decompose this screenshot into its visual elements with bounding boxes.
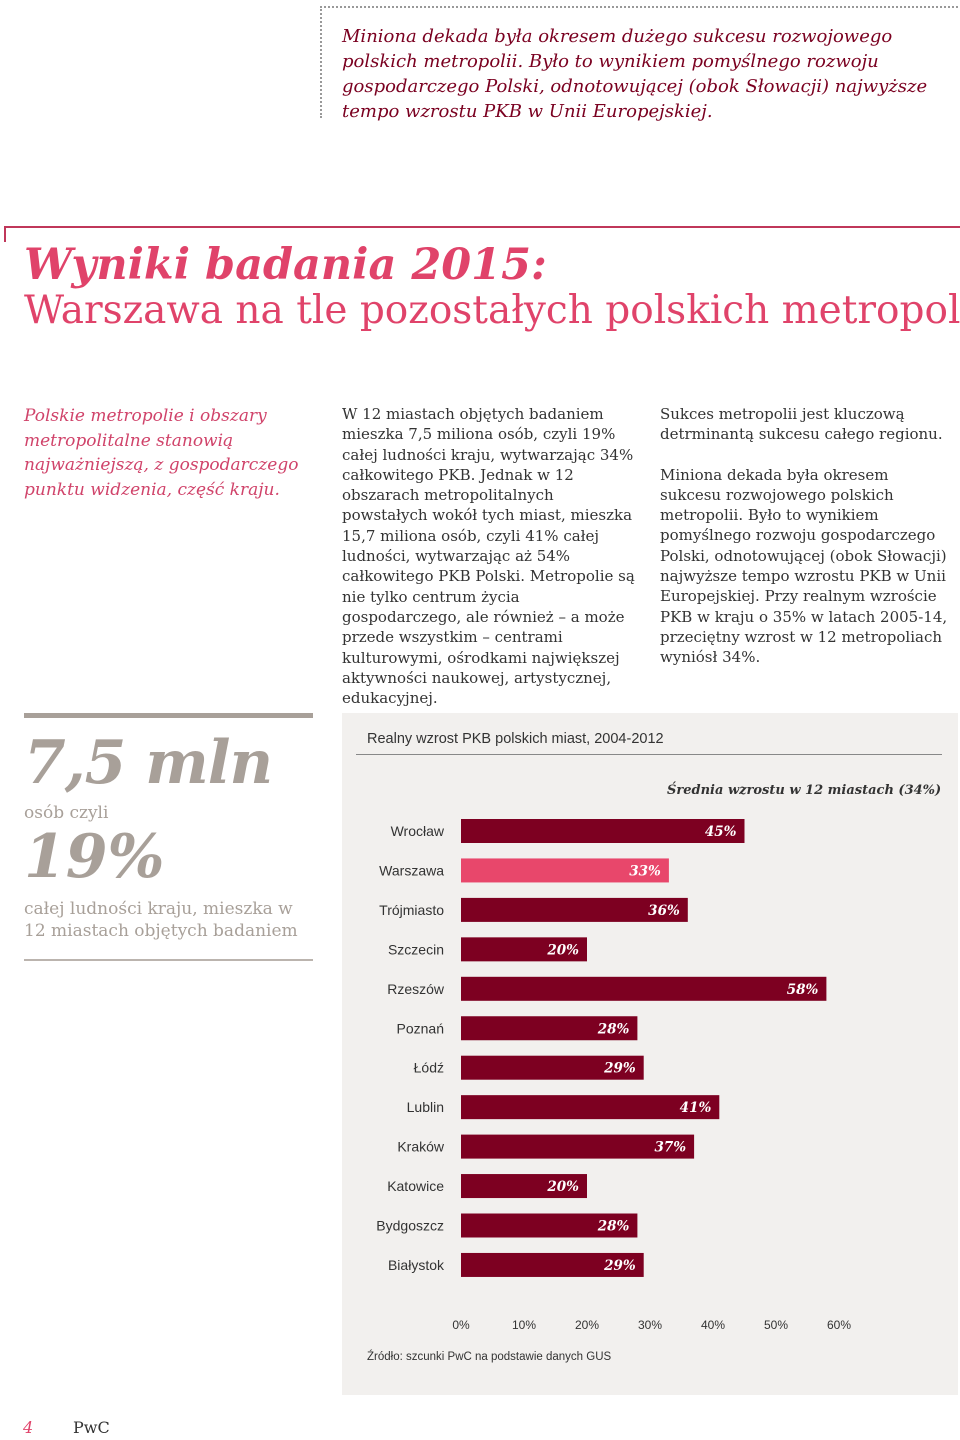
chart-annotation: Średnia wzrostu w 12 miastach (34%) xyxy=(667,783,942,798)
chart-title-rule xyxy=(356,754,942,755)
stat-percent: 19% xyxy=(24,822,165,892)
bar xyxy=(461,819,745,843)
category-label: Kraków xyxy=(397,1139,445,1155)
data-label: 37% xyxy=(654,1140,686,1156)
category-label: Warszawa xyxy=(379,862,444,878)
category-label: Łódź xyxy=(414,1060,444,1076)
stat-top-bar xyxy=(24,713,313,718)
x-tick-label: 60% xyxy=(827,1318,851,1332)
header-frame xyxy=(4,226,960,242)
data-label: 29% xyxy=(603,1258,636,1274)
data-label: 58% xyxy=(787,982,819,998)
category-label: Szczecin xyxy=(388,941,444,957)
category-label: Lublin xyxy=(407,1099,444,1115)
page-subtitle: Warszawa na tle pozostałych polskich met… xyxy=(24,288,960,333)
category-label: Katowice xyxy=(387,1178,444,1194)
bar xyxy=(461,1252,644,1277)
chart-source: Źródło: szcunki PwC na podstawie danych … xyxy=(367,1351,612,1363)
stat-caption-2: całej ludności kraju, mieszka w 12 miast… xyxy=(24,899,298,941)
category-label: Bydgoszcz xyxy=(376,1218,444,1234)
data-label: 28% xyxy=(597,1021,630,1037)
chart-title: Realny wzrost PKB polskich miast, 2004-2… xyxy=(367,731,664,747)
data-label: 28% xyxy=(597,1219,630,1235)
x-tick-label: 10% xyxy=(512,1318,536,1332)
intro-right-column: Sukces metropolii jest kluczową detrmina… xyxy=(660,404,952,688)
data-label: 20% xyxy=(546,942,579,958)
bar xyxy=(461,1016,638,1041)
bar xyxy=(461,858,669,883)
top-quote: Miniona dekada była okresem dużego sukce… xyxy=(342,26,928,122)
x-tick-label: 0% xyxy=(452,1318,470,1332)
intro-middle-column: W 12 miastach objętych badaniem mieszka … xyxy=(342,404,642,708)
data-label: 45% xyxy=(705,824,737,840)
x-tick-label: 50% xyxy=(764,1318,788,1332)
category-label: Poznań xyxy=(397,1020,444,1036)
page-title: Wyniki badania 2015: xyxy=(24,240,547,290)
category-label: Trójmiasto xyxy=(379,902,444,918)
data-label: 33% xyxy=(629,863,661,879)
bar-chart: Wrocław 45% Warszawa 33% Trójmiasto 36% Szczec… xyxy=(376,819,851,1332)
bar xyxy=(461,976,827,1001)
bar xyxy=(461,1134,695,1159)
stat-caption-1: osób czyli xyxy=(24,803,109,823)
bar xyxy=(461,1213,638,1238)
intro-middle-paragraph: W 12 miastach objętych badaniem mieszka … xyxy=(342,405,635,708)
footer-brand: PwC xyxy=(73,1418,110,1437)
category-label: Rzeszów xyxy=(387,981,445,997)
x-tick-label: 40% xyxy=(701,1318,725,1332)
category-label: Wrocław xyxy=(391,823,445,839)
stat-bottom-line xyxy=(24,959,313,961)
bar xyxy=(461,1055,644,1080)
bar xyxy=(461,897,688,922)
stat-big-value: 7,5 mln xyxy=(24,728,273,798)
data-label: 41% xyxy=(680,1100,712,1116)
intro-right-paragraph-2: Miniona dekada była okresem sukcesu rozw… xyxy=(660,465,948,667)
data-label: 36% xyxy=(648,903,680,919)
bar xyxy=(461,1095,720,1120)
intro-lead: Polskie metropolie i obszary metropolita… xyxy=(24,406,299,500)
intro-right-paragraph-1: Sukces metropolii jest kluczową detrmina… xyxy=(660,405,943,444)
data-label: 29% xyxy=(603,1061,636,1077)
bar xyxy=(461,1174,587,1199)
page-number: 4 xyxy=(23,1418,34,1437)
bar xyxy=(461,937,587,962)
category-label: Białystok xyxy=(388,1257,445,1273)
data-label: 20% xyxy=(546,1179,579,1195)
top-quote-frame xyxy=(320,6,958,118)
x-tick-label: 20% xyxy=(575,1318,599,1332)
x-tick-label: 30% xyxy=(638,1318,662,1332)
